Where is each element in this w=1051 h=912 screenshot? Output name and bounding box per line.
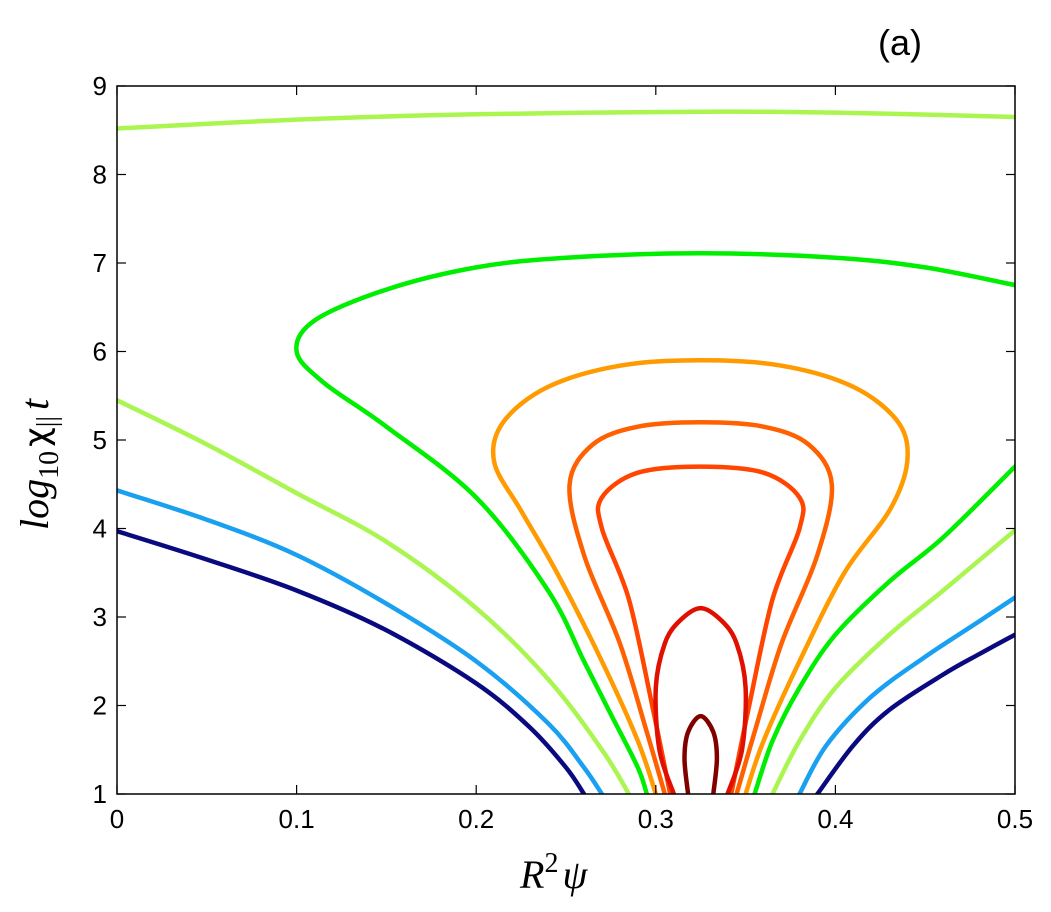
contour-line-8-segment-1 [595,464,806,794]
x-tick-label: 0.1 [279,804,315,834]
y-tick-label: 9 [93,71,107,101]
contour-line-3-segment-1 [117,397,632,794]
y-tick-label: 4 [93,514,107,544]
y-axis-label-sub: 10 [34,451,65,479]
contour-line-1-segment-1 [117,109,1015,131]
contour-line-3-segment-2 [770,528,1015,794]
contour-line-5-segment-1 [117,528,587,794]
x-tick-label: 0.2 [458,804,494,834]
y-axis-label: log10 χ|| t [12,398,65,530]
y-tick-label: 2 [93,691,107,721]
y-tick-label: 5 [93,425,107,455]
y-tick-label: 3 [93,602,107,632]
contour-line-7-segment-1 [567,420,835,794]
x-tick-label: 0.3 [638,804,674,834]
panel-label: (a) [878,22,922,63]
contour-line-6-segment-1 [490,358,910,794]
x-tick-labels: 0 0.1 0.2 0.3 0.4 0.5 [110,804,1033,834]
y-axis-label-tail: t [12,398,57,410]
contour-line-2-segment-1 [294,251,1015,794]
y-tick-labels: 1 2 3 4 5 6 7 8 9 [93,71,107,809]
contour-line-10-segment-1 [682,713,720,794]
contour-lines [117,109,1015,794]
y-tick-label: 1 [93,779,107,809]
y-axis-label-base: log [12,479,57,530]
axis-ticks [116,85,1016,795]
x-axis-label-base: R [519,852,544,897]
y-tick-label: 7 [93,248,107,278]
y-axis-label-mid: χ [17,427,57,447]
contour-line-5-segment-2 [815,632,1015,794]
x-axis-label: R2 ψ [519,848,588,897]
y-tick-label: 8 [93,160,107,190]
contour-line-4-segment-1 [117,488,605,794]
y-axis-label-sub2: || [32,416,63,427]
x-tick-label: 0.4 [817,804,853,834]
y-tick-label: 6 [93,337,107,367]
contour-line-4-segment-2 [797,595,1015,794]
x-tick-label: 0 [110,804,124,834]
contour-line-2-segment-2 [752,464,1015,794]
contour-line-9-segment-1 [653,605,749,794]
x-axis-label-sup: 2 [544,848,558,879]
x-tick-label: 0.5 [997,804,1033,834]
x-axis-label-tail: ψ [562,852,588,897]
